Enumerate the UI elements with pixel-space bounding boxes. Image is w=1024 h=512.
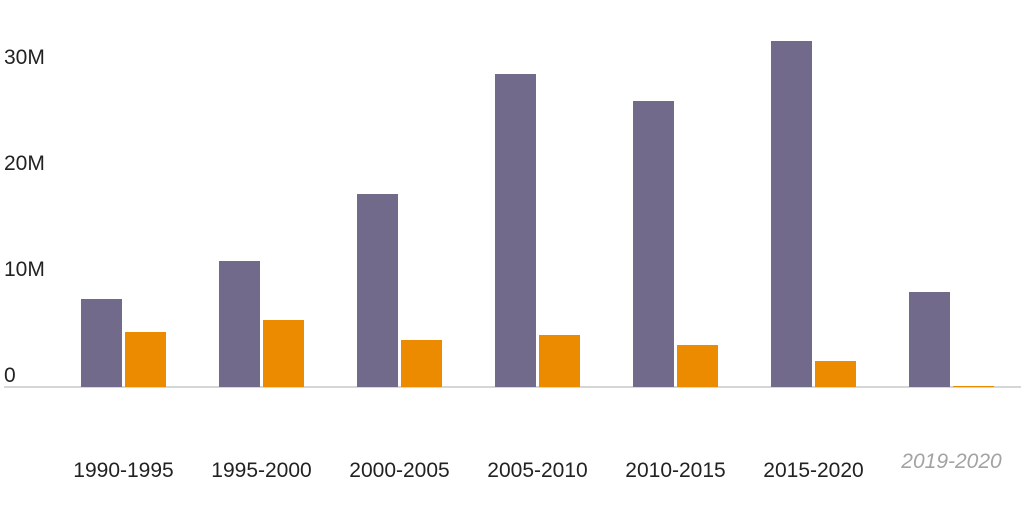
bar-1990-1995-series-1[interactable] — [81, 299, 122, 387]
bar-2005-2010-series-1[interactable] — [495, 74, 536, 387]
bar-2010-2015-series-2[interactable] — [677, 344, 718, 387]
bar-2005-2010-series-2[interactable] — [539, 335, 580, 387]
y-tick-label: 30M — [4, 46, 45, 69]
y-tick-label: 0 — [4, 364, 16, 387]
y-tick-label: 10M — [4, 258, 45, 281]
x-tick-label: 1995-2000 — [211, 459, 312, 482]
bar-2000-2005-series-2[interactable] — [401, 340, 442, 387]
bar-2019-2020-series-1[interactable] — [909, 291, 950, 387]
bar-1995-2000-series-1[interactable] — [219, 260, 260, 387]
x-axis-baseline — [4, 386, 1021, 388]
bar-2000-2005-series-1[interactable] — [357, 194, 398, 387]
x-tick-label: 2000-2005 — [349, 459, 450, 482]
bar-2010-2015-series-1[interactable] — [633, 100, 674, 387]
y-tick-label: 20M — [4, 152, 45, 175]
bar-1995-2000-series-2[interactable] — [263, 320, 304, 387]
bar-2015-2020-series-1[interactable] — [771, 41, 812, 387]
x-tick-label: 2019-2020 — [901, 450, 1002, 473]
x-tick-label: 2015-2020 — [763, 459, 864, 482]
x-tick-label: 1990-1995 — [73, 459, 174, 482]
bar-2019-2020-series-2[interactable] — [953, 385, 994, 387]
bar-1990-1995-series-2[interactable] — [125, 331, 166, 387]
bar-2015-2020-series-2[interactable] — [815, 360, 856, 387]
x-tick-label: 2010-2015 — [625, 459, 726, 482]
x-tick-label: 2005-2010 — [487, 459, 588, 482]
